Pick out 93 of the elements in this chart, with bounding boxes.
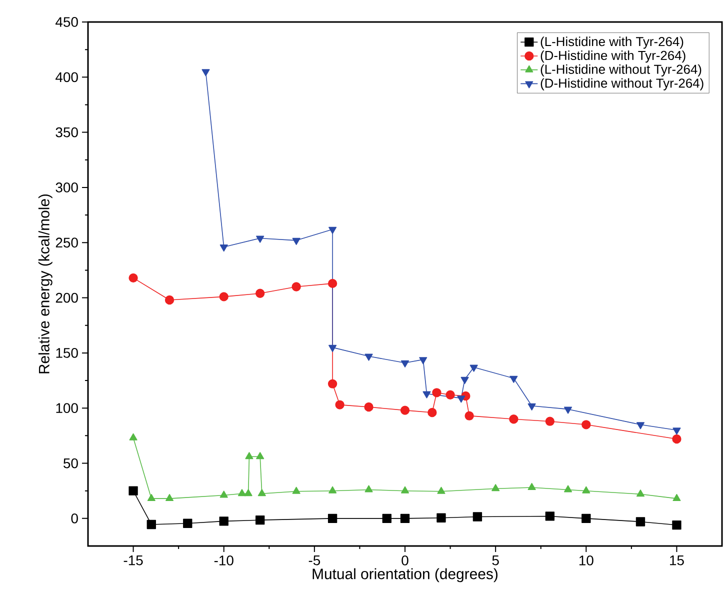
- point: [219, 516, 228, 526]
- x-tick-label: 15: [670, 556, 684, 566]
- y-tick-label: 250: [56, 238, 78, 248]
- point: [432, 388, 442, 398]
- point: [202, 69, 210, 76]
- point: [244, 489, 252, 496]
- point: [165, 494, 174, 502]
- point: [400, 486, 410, 494]
- point: [256, 515, 265, 525]
- y-tick-label: 200: [56, 292, 78, 303]
- legend-label: (D-Histidine without Tyr-264): [540, 78, 704, 90]
- point: [564, 406, 572, 414]
- point: [292, 486, 300, 494]
- point: [258, 489, 266, 496]
- point: [328, 514, 338, 524]
- x-tick-label: 10: [579, 556, 594, 566]
- point: [256, 288, 265, 298]
- point: [470, 364, 478, 372]
- legend-label: (D-Histidine with Tyr-264): [540, 50, 686, 63]
- point: [582, 514, 591, 524]
- point: [400, 514, 410, 524]
- point: [335, 400, 344, 410]
- point: [457, 396, 466, 403]
- point: [128, 273, 138, 283]
- point: [422, 391, 431, 398]
- point: [582, 486, 590, 494]
- y-tick-label: 100: [56, 403, 78, 414]
- point: [464, 411, 474, 420]
- point: [245, 452, 254, 460]
- point: [220, 490, 228, 498]
- point: [382, 514, 392, 524]
- point: [672, 434, 682, 444]
- point: [446, 390, 455, 400]
- point: [528, 403, 536, 410]
- point: [292, 238, 300, 246]
- point: [147, 494, 156, 502]
- point: [328, 379, 338, 388]
- point: [672, 520, 682, 530]
- point: [528, 482, 536, 490]
- point: [129, 433, 138, 440]
- point: [636, 517, 646, 526]
- point: [364, 354, 373, 361]
- x-tick-label: 5: [492, 556, 499, 566]
- y-tick-label: 150: [56, 348, 78, 358]
- point: [256, 452, 264, 460]
- point: [219, 292, 228, 302]
- y-tick-label: 50: [64, 458, 78, 468]
- y-tick-label: 450: [56, 17, 78, 27]
- point: [328, 344, 337, 352]
- y-tick-label: 350: [56, 127, 78, 138]
- point: [238, 489, 246, 496]
- point: [510, 376, 518, 383]
- point: [328, 278, 338, 288]
- legend-label: (L-Histidine without Tyr-264): [540, 64, 702, 76]
- x-axis-title: Mutual orientation (degrees): [312, 568, 498, 582]
- point: [292, 282, 301, 292]
- point: [328, 226, 337, 234]
- point: [364, 485, 373, 492]
- point: [183, 518, 192, 528]
- point: [128, 486, 138, 496]
- y-tick-label: 300: [56, 182, 78, 192]
- y-tick-label: 400: [56, 72, 78, 82]
- point: [472, 512, 482, 522]
- point: [636, 490, 645, 497]
- point: [436, 513, 446, 522]
- x-tick-label: -5: [308, 556, 320, 566]
- point: [460, 376, 469, 384]
- point: [419, 357, 428, 364]
- point: [328, 486, 337, 494]
- point: [400, 406, 410, 415]
- point: [636, 422, 645, 430]
- point: [564, 485, 572, 492]
- point: [437, 486, 446, 494]
- x-tick-label: -15: [124, 556, 143, 566]
- point: [364, 402, 374, 412]
- y-tick-label: 0: [71, 513, 78, 524]
- x-tick-label: -10: [214, 556, 234, 566]
- x-tick-label: 0: [402, 556, 408, 566]
- point: [164, 295, 174, 305]
- point: [428, 408, 437, 418]
- legend-label: (L-Histidine with Tyr-264): [540, 36, 684, 49]
- point: [256, 236, 264, 243]
- point: [492, 484, 500, 492]
- point: [509, 414, 518, 424]
- point: [220, 244, 228, 252]
- point: [545, 512, 554, 521]
- point: [582, 420, 591, 430]
- point: [672, 494, 681, 502]
- point: [146, 520, 156, 530]
- point: [672, 428, 681, 435]
- point: [545, 416, 554, 426]
- point: [400, 360, 410, 368]
- y-axis-title: Relative energy (kcal/mole): [38, 194, 52, 374]
